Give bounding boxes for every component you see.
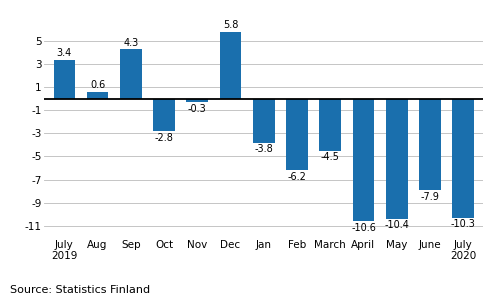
Text: -4.5: -4.5 (321, 152, 340, 162)
Bar (386, 99, 408, 219)
Text: 3.4: 3.4 (57, 48, 72, 58)
Text: -10.4: -10.4 (384, 220, 409, 230)
Text: Source: Statistics Finland: Source: Statistics Finland (10, 285, 150, 295)
Bar (453, 99, 474, 218)
Text: -6.2: -6.2 (287, 172, 307, 182)
Bar (186, 99, 208, 102)
Bar (319, 99, 341, 151)
Text: 0.6: 0.6 (90, 80, 105, 90)
Bar (54, 60, 75, 99)
Text: -10.3: -10.3 (451, 219, 476, 229)
Bar (352, 99, 374, 221)
Text: 5.8: 5.8 (223, 20, 238, 30)
Bar (286, 99, 308, 170)
Bar (419, 99, 441, 190)
Bar (87, 92, 108, 99)
Text: -7.9: -7.9 (421, 192, 439, 202)
Bar (153, 99, 175, 131)
Text: -10.6: -10.6 (351, 223, 376, 233)
Text: -2.8: -2.8 (155, 133, 174, 143)
Text: 4.3: 4.3 (123, 38, 139, 48)
Text: -3.8: -3.8 (254, 144, 273, 154)
Bar (220, 32, 241, 99)
Bar (253, 99, 275, 143)
Bar (120, 49, 141, 99)
Text: -0.3: -0.3 (188, 104, 207, 114)
